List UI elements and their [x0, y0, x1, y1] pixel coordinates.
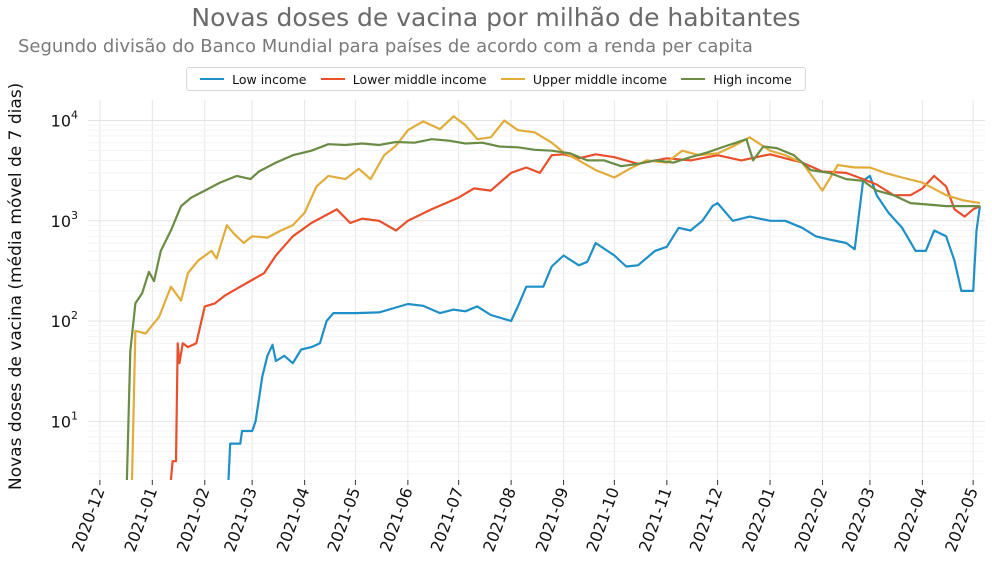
series-line-low-income	[227, 174, 981, 481]
x-tick-label: 2021-01	[120, 485, 161, 554]
y-tick-base: 10	[51, 312, 71, 331]
legend-label: Upper middle income	[532, 71, 668, 87]
y-tick-label: 104	[51, 108, 78, 130]
legend: Low income Lower middle income Upper middl…	[186, 67, 806, 91]
chart-title: Novas doses de vacina por milhão de habi…	[191, 3, 801, 32]
legend-item: Upper middle income	[500, 71, 668, 87]
legend-swatch	[681, 78, 706, 80]
x-tick-label: 2022-04	[890, 485, 931, 554]
y-tick-label: 101	[51, 409, 78, 431]
x-tick-label: 2022-03	[838, 485, 879, 554]
y-tick-label: 103	[51, 209, 78, 231]
x-tick-label: 2021-02	[173, 485, 214, 554]
chart-subtitle: Segundo divisão do Banco Mundial para pa…	[18, 36, 753, 57]
legend-swatch	[200, 78, 225, 80]
legend-swatch	[320, 78, 345, 80]
x-tick-label: 2021-08	[479, 485, 520, 554]
legend-swatch	[500, 78, 525, 80]
y-tick-exponent: 4	[71, 108, 78, 121]
y-tick-exponent: 2	[71, 309, 78, 322]
x-tick-label: 2022-01	[738, 485, 779, 554]
legend-item: Low income	[200, 71, 307, 87]
y-tick-base: 10	[51, 412, 71, 431]
x-tick-label: 2022-05	[941, 485, 982, 554]
series-line-lower-middle-income	[169, 153, 981, 481]
x-tick-label: 2021-07	[427, 485, 468, 554]
x-tick-label: 2021-11	[635, 485, 676, 554]
x-tick-label: 2021-05	[323, 485, 364, 554]
x-tick-label: 2021-06	[376, 485, 417, 554]
y-tick-base: 10	[51, 212, 71, 231]
legend-item: Lower middle income	[320, 71, 487, 87]
series-line-high-income	[125, 138, 980, 481]
x-tick-label: 2021-03	[220, 485, 261, 554]
legend-label: High income	[713, 71, 792, 87]
y-tick-label: 102	[51, 309, 78, 331]
y-tick-exponent: 1	[71, 409, 78, 422]
x-tick-label: 2021-12	[686, 485, 727, 554]
y-tick-base: 10	[51, 111, 71, 130]
legend-item: High income	[681, 72, 792, 87]
y-tick-exponent: 3	[71, 209, 78, 222]
legend-label: Lower middle income	[352, 71, 487, 87]
x-tick-label: 2021-04	[273, 485, 314, 554]
x-tick-label: 2021-09	[532, 485, 573, 554]
x-tick-label: 2020-12	[68, 485, 109, 554]
x-tick-label: 2022-02	[791, 485, 832, 554]
legend-label: Low income	[232, 71, 307, 87]
x-tick-label: 2021-10	[582, 485, 623, 554]
